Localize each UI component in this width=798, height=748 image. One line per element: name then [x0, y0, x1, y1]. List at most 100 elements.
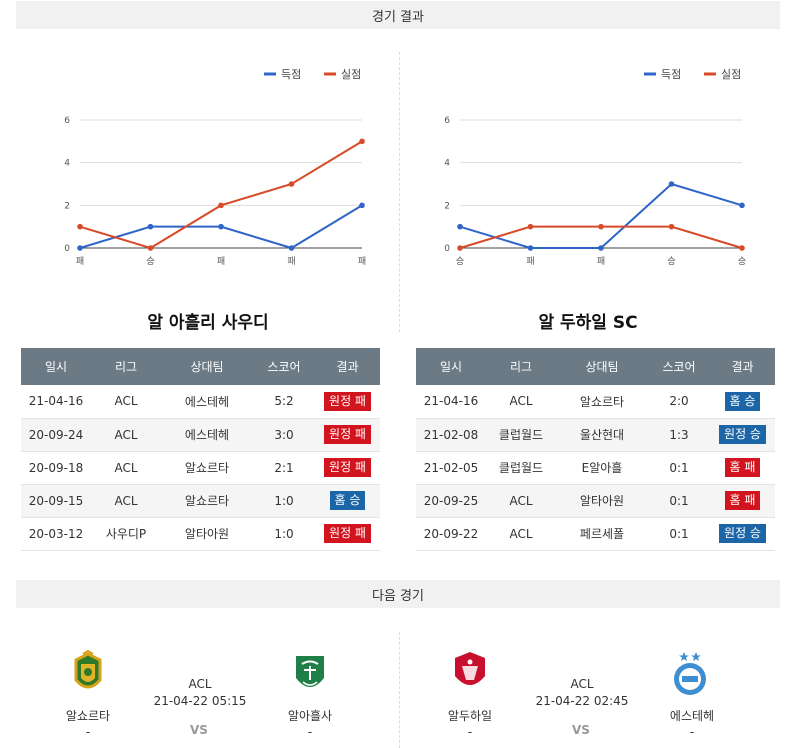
cell-date: 21-04-16: [21, 385, 91, 419]
table-row: 20-09-18 ACL 알쇼르타 2:1 원정 패: [21, 451, 380, 485]
series-line: [459, 182, 743, 249]
chart-legend: 득점 실점: [644, 68, 741, 81]
cell-opponent: 에스테헤: [161, 385, 253, 419]
y-tick-label: 2: [444, 201, 450, 211]
cell-result: 원정 승: [710, 418, 775, 452]
col-date: 일시: [416, 348, 486, 385]
data-point: [739, 202, 745, 209]
cell-date: 20-03-12: [21, 517, 91, 551]
shield-crest-icon: [296, 656, 324, 687]
home-team-logo: [68, 649, 108, 696]
x-tick-label: 패: [76, 256, 84, 267]
table-row: 21-04-16 ACL 알쇼르타 2:0 홈 승: [416, 385, 775, 419]
cell-score: 0:1: [648, 451, 710, 485]
table-row: 20-09-24 ACL 에스테헤 3:0 원정 패: [21, 418, 380, 452]
legend-label: 득점: [281, 68, 301, 81]
team2-chart-svg: 득점 실점 0 2 4 6 승 패 패 승 승: [444, 68, 746, 267]
cell-league: ACL: [91, 451, 161, 485]
match-league: ACL: [188, 677, 212, 691]
x-tick-label: 패: [287, 256, 295, 267]
cell-date: 20-09-24: [21, 418, 91, 452]
match-league: ACL: [570, 677, 594, 691]
match-datetime: 21-04-22 05:15: [153, 694, 247, 708]
chart-legend: 득점 실점: [264, 68, 361, 81]
col-result: 결과: [710, 348, 775, 385]
col-league: 리그: [486, 348, 556, 385]
data-point: [457, 223, 463, 230]
result-badge: 홈 패: [724, 458, 761, 477]
data-point: [739, 245, 745, 251]
cell-result: 원정 패: [315, 451, 380, 485]
x-tick-label: 승: [146, 256, 154, 267]
cell-result: 홈 패: [710, 451, 775, 485]
cell-score: 0:1: [648, 484, 710, 518]
cell-date: 20-09-15: [21, 484, 91, 518]
y-tick-label: 0: [444, 244, 450, 254]
table-row: 21-04-16 ACL 에스테헤 5:2 원정 패: [21, 385, 380, 419]
data-point: [668, 181, 675, 187]
cell-result: 홈 승: [315, 484, 380, 518]
cell-opponent: 알쇼르타: [161, 451, 253, 485]
table-row: 20-09-25 ACL 알타아원 0:1 홈 패: [416, 484, 775, 518]
vs-label: VS: [572, 723, 590, 737]
next-divider: [399, 632, 400, 748]
cell-score: 3:0: [253, 418, 315, 452]
data-point: [147, 223, 154, 230]
home-team-name: 알쇼르타: [65, 709, 111, 723]
cell-date: 20-09-22: [416, 517, 486, 551]
result-badge: 원정 패: [324, 391, 371, 411]
cell-date: 21-02-08: [416, 418, 486, 452]
table-header-row: 일시 리그 상대팀 스코어 결과: [21, 348, 380, 385]
table-row: 20-03-12 사우디P 알타아원 1:0 원정 패: [21, 517, 380, 551]
result-badge: 홈 승: [329, 491, 366, 510]
cell-score: 1:0: [253, 517, 315, 551]
x-tick-label: 승: [667, 256, 675, 267]
cell-date: 20-09-25: [416, 484, 486, 518]
legend-label: 실점: [341, 68, 361, 81]
shield-crest-icon: [455, 652, 485, 685]
home-team-extra: -: [85, 725, 91, 739]
cell-league: ACL: [91, 418, 161, 452]
team2-form-chart: 득점 실점 0 2 4 6 승 패 패 승 승: [430, 60, 760, 280]
data-point: [218, 202, 224, 209]
away-team-name: 알아흘사: [287, 709, 333, 723]
cell-league: 클럽월드: [486, 451, 556, 485]
next-section-title: 다음 경기: [372, 588, 424, 604]
next-match-1[interactable]: 알쇼르타 - ACL 21-04-22 05:15 VS 알아흘사 -: [50, 649, 380, 740]
results-divider: [399, 52, 400, 332]
cell-opponent: 알타아원: [556, 484, 648, 518]
y-tick-label: 6: [444, 116, 450, 126]
data-point: [598, 245, 604, 251]
team2-name: 알 두하일 SC: [538, 313, 638, 333]
cell-result: 원정 패: [315, 385, 380, 419]
data-point: [218, 223, 224, 230]
y-tick-label: 6: [64, 116, 70, 126]
match-datetime: 21-04-22 02:45: [535, 694, 629, 708]
results-section-header: 경기 결과: [16, 1, 780, 29]
results-section-title: 경기 결과: [372, 9, 424, 25]
data-point: [359, 202, 365, 209]
y-tick-label: 4: [444, 159, 450, 169]
table-row: 20-09-22 ACL 페르세폴 0:1 원정 승: [416, 517, 775, 551]
away-team-name: 에스테헤: [669, 709, 715, 723]
col-score: 스코어: [648, 348, 710, 385]
cell-league: ACL: [91, 385, 161, 419]
cell-date: 21-04-16: [416, 385, 486, 419]
x-tick-label: 패: [597, 256, 605, 267]
data-point: [668, 223, 675, 230]
cell-opponent: 에스테헤: [161, 418, 253, 452]
data-point: [288, 245, 295, 251]
away-team-logo: [670, 650, 710, 696]
cell-result: 원정 승: [710, 517, 775, 551]
data-point: [77, 223, 83, 230]
away-team-logo: [290, 650, 330, 696]
vs-label: VS: [190, 723, 208, 737]
result-badge: 원정 패: [324, 425, 371, 444]
cell-score: 5:2: [253, 385, 315, 419]
next-match-2[interactable]: 알두하일 - ACL 21-04-22 02:45 VS 에스테헤 -: [432, 650, 762, 740]
data-point: [457, 245, 463, 251]
cell-date: 21-02-05: [416, 451, 486, 485]
data-point: [147, 245, 154, 251]
cell-league: ACL: [91, 484, 161, 518]
